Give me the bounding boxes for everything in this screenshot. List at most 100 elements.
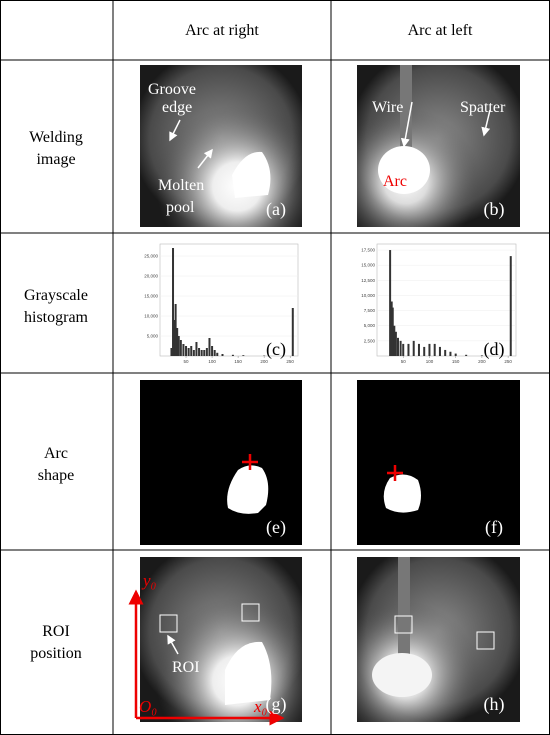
plot-frame	[376, 243, 517, 357]
column-header: Arc at right	[185, 22, 259, 39]
bar	[211, 346, 214, 356]
panel-tag: (h)	[484, 694, 505, 715]
welding-image	[357, 557, 520, 722]
bar	[200, 350, 203, 356]
y-tick-label: 10,000	[361, 293, 375, 298]
x-tick-label: 250	[504, 359, 512, 364]
x-tick-label: 200	[260, 359, 268, 364]
bar	[396, 337, 399, 356]
y-tick-label: 15,000	[144, 294, 158, 299]
bar	[449, 351, 452, 356]
row-label: ROI	[42, 623, 70, 640]
bar	[423, 346, 426, 356]
bar	[170, 348, 173, 356]
row-label: image	[36, 151, 75, 168]
bar	[391, 307, 394, 356]
panel-tag: (g)	[266, 694, 287, 715]
y-tick-label: 17,500	[361, 248, 375, 253]
bar	[213, 350, 216, 356]
bar	[465, 354, 468, 356]
bar	[182, 344, 185, 356]
row-label: Grayscale	[24, 287, 88, 304]
welding-image	[357, 65, 520, 227]
annotation: pool	[166, 199, 195, 216]
bar	[454, 353, 457, 356]
x-tick-label: 50	[184, 359, 190, 364]
bar	[444, 349, 447, 356]
bar	[242, 355, 245, 356]
annotation: Spatter	[460, 99, 506, 116]
bar	[187, 348, 190, 356]
roi-box	[159, 603, 495, 650]
coordinate-axes	[128, 589, 285, 726]
bar	[390, 301, 393, 356]
x-tick-label: 100	[208, 359, 216, 364]
annotation: Molten	[158, 177, 204, 194]
y-tick-label: 10,000	[144, 314, 158, 319]
annotation: Arc	[383, 173, 407, 190]
bar	[509, 256, 512, 356]
bar	[231, 354, 234, 356]
y-tick-label: 15,000	[361, 263, 375, 268]
row-label: Welding	[29, 129, 83, 146]
bar	[394, 331, 397, 356]
bar	[433, 343, 436, 356]
welding-image	[140, 557, 302, 722]
bar	[205, 348, 208, 356]
y-tick-label: 5,000	[147, 334, 159, 339]
annotation: Wire	[372, 99, 403, 116]
row-label: shape	[38, 467, 74, 484]
bar	[177, 336, 180, 356]
bar	[417, 343, 420, 356]
bar	[480, 355, 483, 356]
arc-shape	[140, 380, 302, 545]
bar	[402, 343, 405, 356]
bar	[389, 250, 392, 356]
panel-tag: (d)	[484, 339, 505, 360]
annotation-arrow	[167, 101, 491, 655]
panel-tag: (c)	[266, 339, 286, 360]
annotation: Groove	[148, 81, 196, 98]
bar	[185, 346, 188, 356]
bar	[179, 340, 182, 356]
plot-frame	[159, 243, 299, 357]
panel-tag: (f)	[485, 517, 503, 538]
y-tick-label: 5,000	[364, 323, 376, 328]
bar	[176, 328, 179, 356]
bar	[221, 354, 224, 356]
y-tick-label: 2,500	[364, 338, 376, 343]
annotation: ROI	[172, 659, 200, 676]
bar	[174, 304, 177, 356]
origin-label: O₀	[139, 697, 157, 716]
y-tick-label: 12,500	[361, 278, 375, 283]
arc-shape	[357, 380, 520, 545]
y-tick-label: 20,000	[144, 274, 158, 279]
bar	[198, 348, 201, 356]
bar	[203, 350, 206, 356]
bar	[399, 340, 402, 356]
bar	[173, 320, 176, 356]
x-tick-label: 250	[286, 359, 294, 364]
x-tick-label: 50	[401, 359, 407, 364]
panel-tag: (e)	[266, 517, 286, 538]
bar	[192, 350, 195, 356]
column-header: Arc at left	[408, 22, 473, 39]
bar	[412, 340, 415, 356]
y-tick-label: 25,000	[144, 254, 158, 259]
row-label: position	[30, 645, 82, 662]
bar	[195, 342, 198, 356]
bar	[172, 248, 175, 356]
bar	[190, 346, 193, 356]
x-tick-label: 100	[426, 359, 434, 364]
bar	[291, 308, 294, 356]
panel-tag: (b)	[484, 199, 505, 220]
bar	[208, 338, 211, 356]
annotation: edge	[162, 99, 192, 116]
x-tick-label: 150	[234, 359, 242, 364]
bar	[393, 325, 396, 356]
bar	[407, 343, 410, 356]
axis-label: y₀	[141, 571, 157, 590]
x-tick-label: 150	[452, 359, 460, 364]
bar	[428, 343, 431, 356]
